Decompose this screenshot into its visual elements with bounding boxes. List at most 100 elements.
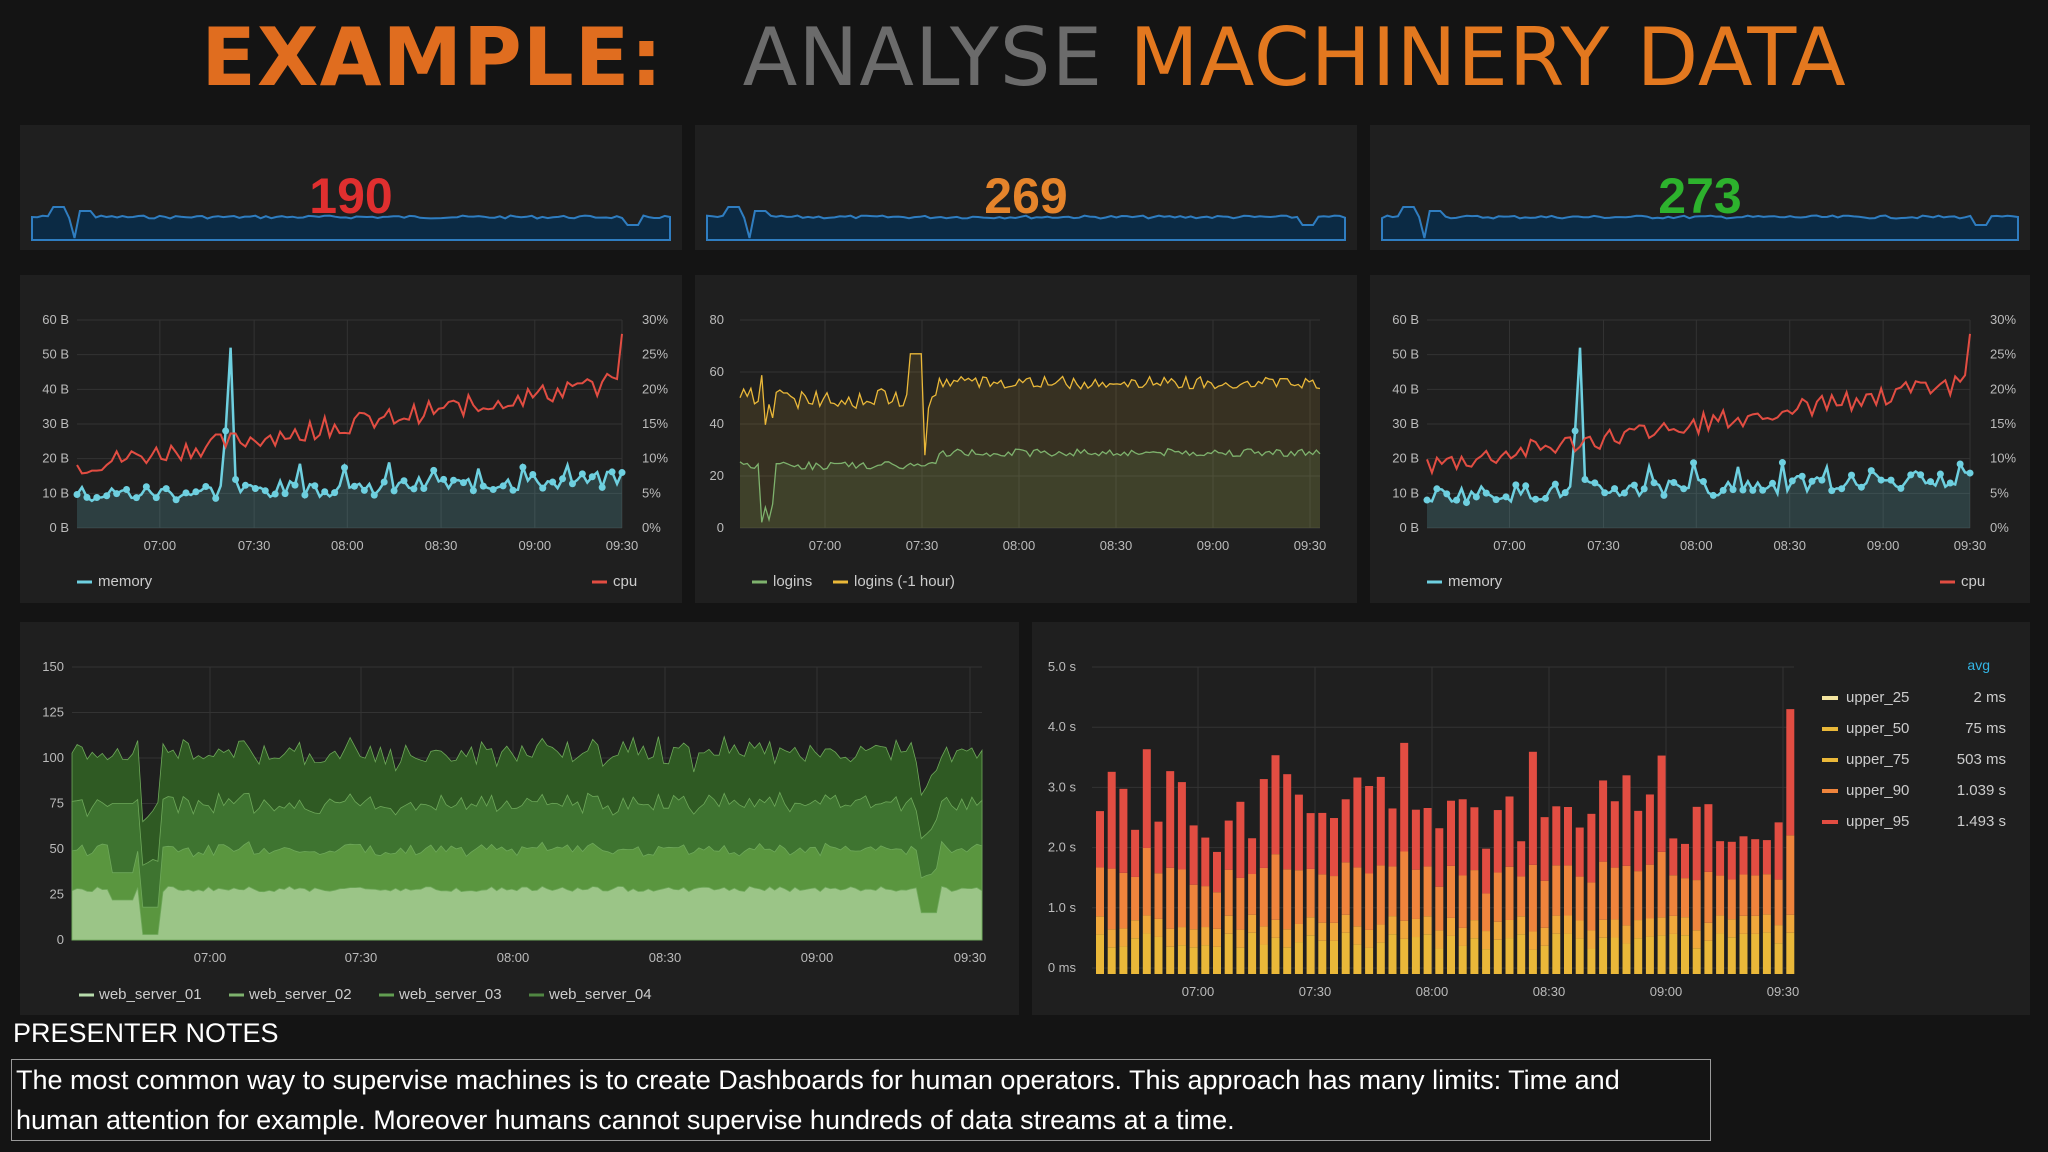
latency-bar-segment [1470, 870, 1479, 921]
latency-bar-segment [1400, 742, 1409, 852]
memory-point [1630, 481, 1638, 489]
latency-bar-segment [1224, 869, 1233, 916]
latency-bar-segment [1704, 922, 1713, 941]
stat-value-3: 273 [1658, 168, 1742, 224]
y-axis-tick-label: 20 B [42, 451, 69, 466]
y-axis-tick-label: 0 B [1399, 520, 1419, 535]
logins-panel[interactable]: 80 60 40 20 0 07:00 07:30 08:00 08:30 09:00 09:30 l… [695, 275, 1357, 603]
memory-point [271, 490, 279, 498]
latency-bar-segment [1107, 947, 1116, 974]
y-axis-tick-label: 50 [50, 841, 64, 856]
memory-point [1966, 469, 1974, 477]
memory-point [222, 427, 230, 435]
memory-point [370, 491, 378, 499]
y-axis-tick-label: 30% [1990, 312, 2016, 327]
latency-bar-segment [1564, 933, 1572, 974]
memory-point [390, 487, 398, 495]
latency-bar-segment [1716, 841, 1725, 876]
memory-point [1532, 495, 1540, 503]
y-axis-tick-label: 10 B [42, 485, 69, 500]
y-axis-tick-label: 60 [710, 364, 724, 379]
latency-bar-segment [1259, 779, 1268, 868]
memory-point [1611, 485, 1619, 493]
latency-bar-segment [1645, 936, 1654, 974]
latency-bar-segment [1294, 794, 1303, 871]
latency-bar-segment [1505, 866, 1514, 920]
stat-panel-1[interactable]: 190 [20, 125, 682, 250]
latency-bar-segment [1096, 916, 1104, 935]
memory-point [1808, 477, 1816, 485]
latency-bar-segment [1283, 869, 1292, 930]
stat-sparkline-2 [706, 206, 1346, 241]
memory-point [1867, 467, 1875, 475]
latency-bar-segment [1201, 886, 1210, 928]
logins-area [740, 448, 1320, 528]
latency-bar-segment [1575, 938, 1584, 974]
y-axis-tick-label: 25% [1990, 347, 2016, 362]
web-servers-panel[interactable]: 150 125 100 75 50 25 0 07:00 07:30 08:00 08:30 09:0… [20, 622, 1019, 1015]
latency-bar-segment [1657, 851, 1666, 918]
memory-point [1946, 479, 1954, 487]
memory-point [1462, 499, 1470, 507]
latency-bar-segment [1610, 867, 1619, 920]
latency-bar-segment [1259, 867, 1268, 927]
latency-bar-segment [1248, 932, 1257, 974]
latency-bar-segment [1762, 874, 1771, 915]
x-axis-tick-label: 09:00 [1650, 984, 1683, 999]
memory-cpu-panel-2[interactable]: 60 B 30% 50 B 25% 40 B 20% 30 B 15% 20 B 10% 10 B 5… [1370, 275, 2030, 603]
latency-bar-segment [1283, 929, 1292, 948]
memory-point [172, 496, 180, 504]
latency-bar-segment [1411, 918, 1420, 938]
memory-point [83, 493, 91, 501]
x-axis-tick-label: 07:00 [1182, 984, 1215, 999]
latency-bar-segment [1189, 884, 1198, 930]
memory-point [1877, 476, 1885, 484]
memory-point [311, 482, 319, 490]
stat-panel-3[interactable]: 273 [1370, 125, 2030, 250]
latency-bar-segment [1224, 915, 1233, 934]
legend-web-server: web_server_01 [98, 986, 202, 1003]
title-example: EXAMPLE: [201, 11, 664, 104]
memory-cpu-graph-2: 60 B 30% 50 B 25% 40 B 20% 30 B 15% 20 B 10% 10 B 5… [1392, 312, 2016, 590]
latency-bar-segment [1482, 931, 1491, 950]
latency-bar-segment [1248, 874, 1257, 915]
latency-bar-segment [1505, 938, 1514, 974]
latency-bar-segment [1786, 932, 1795, 974]
latency-bar-segment [1587, 948, 1596, 974]
latency-bar-segment [1762, 932, 1771, 974]
legend-latency-avg: 75 ms [1965, 720, 2006, 737]
latency-bar-segment [1236, 929, 1245, 948]
latency-bar-segment [1692, 806, 1701, 881]
memory-point [1591, 479, 1599, 487]
latency-bar-segment [1634, 810, 1643, 872]
y-axis-tick-label: 20 B [1392, 451, 1419, 466]
memory-point [1492, 496, 1500, 504]
latency-bar-segment [1376, 776, 1385, 866]
y-axis-tick-label: 60 B [42, 312, 69, 327]
memory-cpu-panel-1[interactable]: 60 B 30% 50 B 25% 40 B 20% 30 B 15% 20 B 10% 10 B 5… [20, 275, 682, 603]
memory-point [1620, 489, 1628, 497]
latency-bar-segment [1353, 867, 1362, 927]
latency-bar-segment [1564, 806, 1572, 866]
memory-point [1838, 485, 1846, 493]
latency-bar-segment [1739, 874, 1748, 916]
memory-point [1729, 486, 1737, 494]
latency-bar-segment [1189, 825, 1198, 885]
latency-graph: 5.0 s 4.0 s 3.0 s 2.0 s 1.0 s 0 ms 07:00 07:30 0… [1048, 657, 2006, 999]
latency-bar-segment [1341, 862, 1350, 915]
memory-point [93, 493, 101, 501]
memory-point [1551, 480, 1559, 488]
stat-panel-2[interactable]: 269 [695, 125, 1357, 250]
latency-bar-segment [1213, 928, 1221, 947]
presenter-notes-text[interactable]: The most common way to supervise machine… [11, 1059, 1711, 1141]
legend-latency-name: upper_75 [1846, 751, 1909, 768]
memory-point [1423, 496, 1431, 504]
memory-point [202, 483, 210, 491]
latency-panel[interactable]: 5.0 s 4.0 s 3.0 s 2.0 s 1.0 s 0 ms 07:00 07:30 0… [1032, 622, 2030, 1015]
latency-bar-segment [1248, 838, 1257, 875]
latency-bar-segment [1610, 919, 1619, 938]
latency-bar-segment [1692, 930, 1701, 949]
title-analyse: ANALYSE [742, 11, 1104, 104]
memory-point [1433, 485, 1441, 493]
memory-point [1453, 496, 1461, 504]
